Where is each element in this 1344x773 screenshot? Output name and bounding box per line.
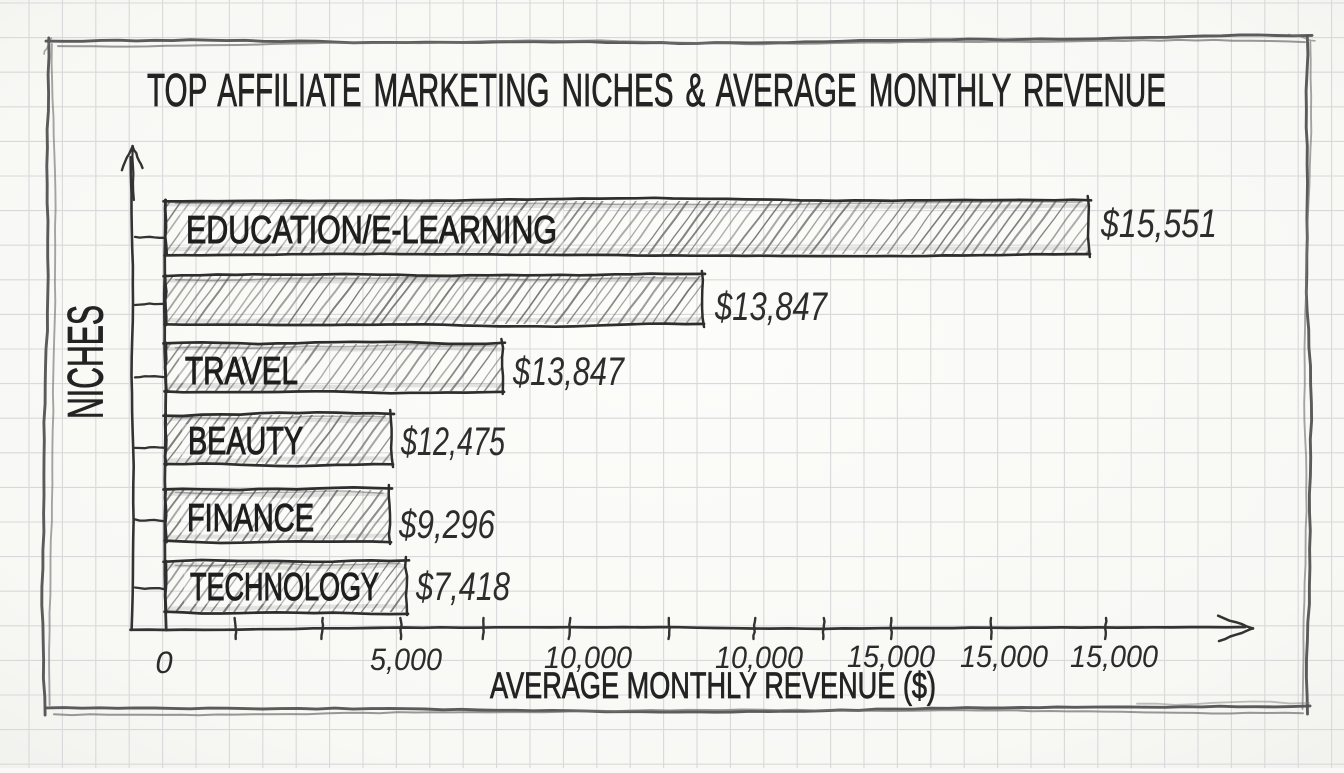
svg-text:TRAVEL: TRAVEL bbox=[185, 350, 298, 393]
svg-text:10,000: 10,000 bbox=[544, 640, 632, 675]
svg-text:EDUCATION/E-LEARNING: EDUCATION/E-LEARNING bbox=[186, 209, 557, 252]
svg-text:$13,847: $13,847 bbox=[714, 285, 828, 329]
svg-text:$9,296: $9,296 bbox=[398, 503, 495, 547]
svg-text:$13,847: $13,847 bbox=[512, 350, 625, 394]
svg-text:FINANCE: FINANCE bbox=[187, 497, 314, 540]
svg-text:15,000: 15,000 bbox=[1070, 639, 1158, 674]
svg-text:BEAUTY: BEAUTY bbox=[188, 420, 303, 463]
svg-text:15,000: 15,000 bbox=[847, 639, 935, 674]
svg-text:AVERAGE MONTHLY REVENUE ($): AVERAGE MONTHLY REVENUE ($) bbox=[490, 665, 936, 706]
svg-text:5,000: 5,000 bbox=[370, 642, 442, 677]
svg-text:10,000: 10,000 bbox=[715, 640, 803, 675]
svg-text:TOP AFFILIATE MARKETING NICHES: TOP AFFILIATE MARKETING NICHES & AVERAGE… bbox=[147, 64, 1166, 116]
svg-text:$12,475: $12,475 bbox=[400, 420, 505, 464]
svg-text:15,000: 15,000 bbox=[960, 639, 1048, 674]
svg-text:0: 0 bbox=[155, 645, 172, 680]
svg-text:$15,551: $15,551 bbox=[1100, 202, 1217, 246]
svg-text:TECHNOLOGY: TECHNOLOGY bbox=[190, 566, 379, 609]
svg-text:$7,418: $7,418 bbox=[415, 565, 510, 609]
svg-text:NICHES: NICHES bbox=[58, 305, 114, 419]
